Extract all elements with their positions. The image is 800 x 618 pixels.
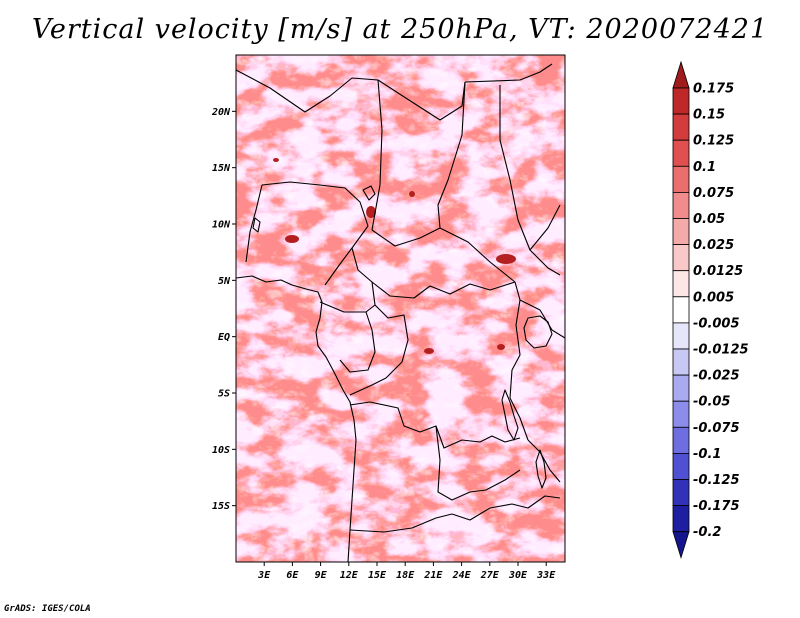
lon-tick-label: 33E	[536, 570, 556, 581]
colorbar-label: -0.1	[693, 447, 721, 462]
lat-tick-label: 10N	[212, 220, 231, 231]
colorbar-bottom-arrow	[672, 531, 690, 560]
border-ethiopia	[529, 204, 561, 251]
lat-tick-label: 20N	[211, 107, 231, 118]
lat-tick-label: 5S	[218, 389, 230, 400]
border-car-south	[371, 281, 516, 299]
border-drc-east	[509, 281, 529, 441]
colorbar-label: -0.175	[693, 499, 740, 514]
border-sudan-east	[464, 63, 553, 83]
lon-tick-label: 3E	[257, 570, 271, 581]
vertical-velocity-field	[236, 55, 565, 562]
border-congo-drc	[349, 304, 409, 396]
coastline	[236, 275, 357, 562]
colorbar-label: 0.05	[693, 212, 725, 227]
border-north-chad	[236, 69, 466, 121]
colorbar-label: -0.025	[693, 369, 740, 384]
lat-tick-label: 5N	[218, 276, 231, 287]
border-zambia-south	[451, 495, 561, 521]
border-car-north	[371, 227, 516, 283]
lake-volta	[252, 217, 261, 233]
colorbar-label: -0.125	[693, 473, 740, 488]
colorbar-swatch	[672, 479, 690, 507]
lat-tick-label: 10S	[212, 445, 230, 456]
colorbar-swatch	[672, 374, 690, 402]
border-angola-east	[435, 425, 521, 501]
colorbar-label: -0.005	[693, 316, 740, 331]
lon-tick-label: 15E	[368, 570, 387, 581]
colorbar-label: 0.1	[693, 160, 716, 175]
colorbar-label: 0.175	[693, 82, 734, 97]
colorbar-label: -0.05	[693, 395, 730, 410]
border-niger-chad	[371, 79, 383, 231]
lake-tanganyika	[501, 389, 519, 441]
border-west	[245, 184, 263, 263]
border-angola-south	[349, 513, 453, 533]
lon-tick-label: 9E	[315, 570, 328, 581]
map-title: Vertical velocity [m/s] at 250hPa, VT: 2…	[31, 14, 769, 45]
colorbar-label: -0.2	[693, 525, 721, 540]
lat-tick-label: 15S	[212, 501, 230, 512]
latitude-axis: 20N 15N 10N 5N EQ 5S 10S 15S	[211, 107, 236, 512]
lake-chad	[362, 185, 376, 201]
colorbar-swatch	[672, 87, 690, 115]
colorbar-label: 0.005	[693, 290, 734, 305]
colorbar-swatch	[672, 218, 690, 246]
lon-tick-label: 24E	[452, 570, 472, 581]
lon-tick-label: 21E	[423, 570, 443, 581]
colorbar-swatch	[672, 426, 690, 454]
strong-updraft-spots	[273, 158, 516, 354]
colorbar-swatch	[672, 348, 690, 376]
lon-tick-label: 27E	[480, 570, 500, 581]
map-frame	[235, 54, 566, 563]
lake-malawi	[535, 449, 547, 489]
colorbar-label: 0.125	[693, 134, 734, 149]
lon-tick-label: 12E	[340, 570, 359, 581]
longitude-axis: 3E 6E 9E 12E 15E 18E 21E 24E 27E 30E 33E	[257, 562, 556, 581]
lon-tick-label: 30E	[508, 570, 528, 581]
colorbar-label: 0.075	[693, 186, 734, 201]
colorbar-swatch	[672, 244, 690, 272]
colorbar-swatch	[672, 400, 690, 428]
colorbar-swatch	[672, 322, 690, 350]
country-borders	[236, 63, 565, 562]
colorbar-swatch	[672, 452, 690, 480]
lat-tick-label: 15N	[212, 163, 231, 174]
colorbar-label: 0.15	[693, 108, 725, 123]
colorbar-label: 0.0125	[693, 264, 743, 279]
grads-credit: GrADS: IGES/COLA	[4, 604, 91, 614]
border-nigeria	[261, 181, 369, 286]
colorbar-swatch	[672, 270, 690, 298]
colorbar-swatch	[672, 139, 690, 167]
colorbar-swatch	[672, 191, 690, 219]
border-gabon	[319, 301, 376, 373]
border-east-lakes	[499, 85, 561, 276]
border-angola-north	[349, 401, 521, 449]
colorbar-label: -0.0125	[693, 343, 749, 358]
colorbar-swatch	[672, 296, 690, 324]
colorbar-label: -0.075	[693, 421, 740, 436]
border-cameroon-east	[351, 247, 376, 313]
border-tanzania	[527, 439, 561, 483]
colorbar-swatch	[672, 505, 690, 533]
lon-tick-label: 6E	[286, 570, 299, 581]
colorbar-top-arrow	[672, 60, 690, 89]
lat-tick-label: EQ	[218, 332, 230, 343]
colorbar: 0.175 0.15 0.125 0.1 0.075 0.05 0.025 0.0125 0.0…	[672, 60, 749, 560]
colorbar-swatch	[672, 165, 690, 193]
colorbar-label: 0.025	[693, 238, 734, 253]
border-chad-sudan	[437, 81, 466, 229]
lon-tick-label: 18E	[396, 570, 415, 581]
lake-victoria	[523, 315, 553, 349]
colorbar-swatch	[672, 113, 690, 141]
